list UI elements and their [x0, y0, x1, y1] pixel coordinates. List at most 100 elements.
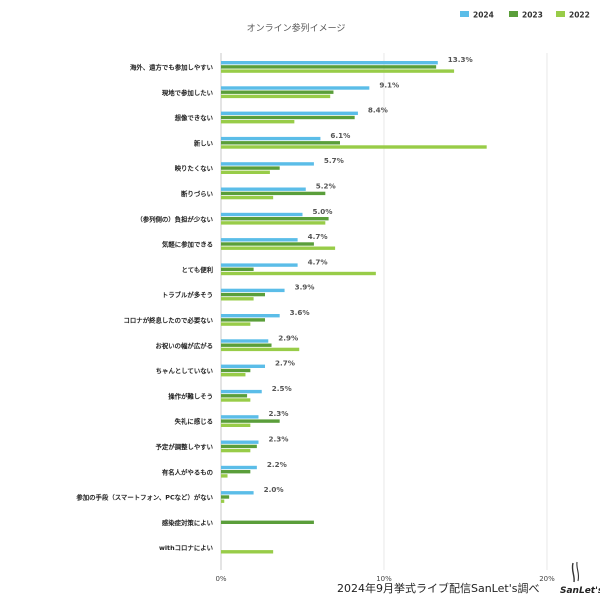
bar — [221, 111, 358, 115]
bar — [221, 120, 295, 124]
bar — [221, 491, 254, 495]
category-label: 新しい — [194, 138, 214, 147]
value-label: 2.3% — [268, 409, 288, 418]
category-label: お祝いの幅が広がる — [155, 341, 213, 350]
category-label: ちゃんとしていない — [156, 366, 214, 375]
logo-mark-icon-2 — [576, 561, 580, 582]
bar — [221, 364, 266, 368]
bar — [221, 520, 314, 524]
bar — [221, 242, 314, 246]
category-label: （参列側の）負担が少ない — [136, 214, 213, 223]
legend-swatch — [460, 11, 469, 17]
category-label: withコロナによい — [159, 544, 214, 552]
category-label: トラブルが多そう — [162, 290, 213, 299]
value-labels: 13.3% 9.1% 8.4% 6.1% 5.7% 5.2% 5.0% 4.7% 4.7% 3.9… — [264, 55, 473, 494]
bar — [221, 292, 266, 297]
value-label: 4.7% — [308, 257, 328, 266]
bar — [221, 465, 257, 470]
category-label: 現地で参加したい — [162, 88, 214, 97]
bar — [221, 90, 334, 94]
logo-text: SanLet's — [560, 586, 600, 596]
value-label: 4.7% — [308, 232, 328, 241]
bar — [221, 217, 329, 221]
bars — [221, 61, 487, 554]
value-label: 3.9% — [295, 283, 315, 292]
source-note: 2024年9月挙式ライブ配信SanLet's調べ — [337, 581, 539, 595]
x-tick-label: 0% — [215, 575, 226, 583]
category-labels: 海外、遠方でも参加しやすい現地で参加したい想像できない新しい映りたくない断りづら… — [76, 63, 213, 553]
bar — [221, 448, 251, 453]
legend-label: 2023 — [522, 11, 543, 20]
bar — [221, 288, 285, 293]
bar — [221, 94, 331, 99]
category-label: 予定が調整しやすい — [156, 442, 214, 451]
value-label: 9.1% — [379, 80, 399, 89]
bar — [221, 187, 306, 191]
bar — [221, 339, 269, 343]
bar — [221, 166, 280, 170]
x-axis-ticks: 0% 10% 20% — [215, 575, 555, 583]
bar — [221, 136, 321, 141]
bar — [221, 267, 254, 271]
value-label: 2.5% — [272, 384, 292, 393]
bar — [221, 61, 438, 65]
legend-swatch — [556, 11, 565, 17]
category-label: 失礼に感じる — [175, 417, 213, 426]
bar — [221, 318, 266, 322]
x-tick-label: 20% — [539, 575, 555, 583]
bar — [221, 314, 280, 318]
bar — [221, 389, 262, 394]
bar — [221, 65, 437, 69]
value-label: 5.7% — [324, 156, 344, 165]
legend: 2024 2023 2022 — [460, 11, 590, 20]
bar — [221, 470, 251, 474]
bar — [221, 423, 251, 427]
bar — [221, 474, 228, 478]
bar — [221, 499, 225, 503]
category-label: 参加の手段（スマートフォン、PCなど）がない — [76, 493, 213, 502]
bar — [221, 373, 246, 377]
bar — [221, 263, 298, 267]
category-label: 感染症対策によい — [162, 518, 214, 527]
bar — [221, 145, 487, 149]
legend-label: 2022 — [569, 11, 590, 20]
bar — [221, 398, 251, 402]
logo-mark-icon — [571, 562, 575, 583]
x-tick-label: 10% — [376, 575, 392, 583]
category-label: とても便利 — [182, 265, 213, 274]
bar — [221, 162, 314, 166]
bar — [221, 246, 336, 250]
bar — [221, 115, 355, 120]
bar — [221, 550, 274, 554]
bar — [221, 238, 298, 242]
value-label: 5.0% — [313, 207, 333, 216]
bar — [221, 419, 280, 423]
bar — [221, 69, 455, 73]
category-label: 映りたくない — [175, 164, 214, 173]
category-label: 気軽に参加できる — [162, 240, 213, 249]
bar — [221, 343, 272, 347]
bar — [221, 322, 251, 326]
value-label: 2.3% — [268, 435, 288, 444]
value-label: 2.9% — [278, 333, 298, 342]
category-label: 海外、遠方でも参加しやすい — [130, 63, 214, 72]
bar — [221, 394, 248, 398]
category-label: 有名人がやるもの — [162, 467, 213, 476]
bar — [221, 347, 300, 352]
bar — [221, 141, 340, 145]
value-label: 2.2% — [267, 460, 287, 469]
bar — [221, 271, 376, 276]
value-label: 8.4% — [368, 106, 388, 115]
bar — [221, 191, 326, 196]
value-label: 6.1% — [330, 131, 350, 140]
bar — [221, 195, 274, 200]
bar — [221, 297, 254, 301]
category-label: 想像できない — [175, 113, 214, 122]
value-label: 2.0% — [264, 485, 284, 494]
value-label: 2.7% — [275, 359, 295, 368]
bar — [221, 415, 259, 419]
sanlets-logo: SanLet's — [560, 561, 600, 596]
category-label: 断りづらい — [181, 189, 214, 198]
